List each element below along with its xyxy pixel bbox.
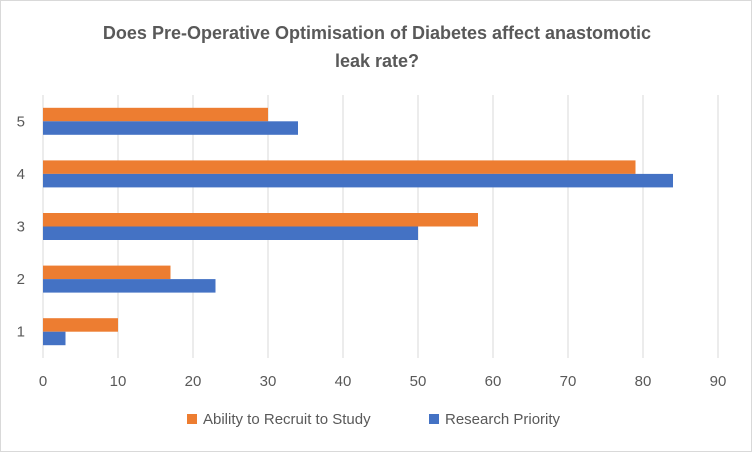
x-tick-label-40: 40 — [335, 373, 352, 390]
x-tick-label-70: 70 — [560, 373, 577, 390]
x-tick-label-30: 30 — [260, 373, 277, 390]
chart-title-line-1: Does Pre-Operative Optimisation of Diabe… — [103, 23, 651, 43]
legend-label-ability-to-recruit-to-study: Ability to Recruit to Study — [203, 411, 371, 428]
bar-ability-to-recruit-cat-4 — [43, 160, 636, 174]
bar-ability-to-recruit-cat-5 — [43, 107, 268, 122]
y-tick-label-3: 3 — [17, 219, 25, 236]
x-tick-label-50: 50 — [410, 373, 427, 390]
bar-ability-to-recruit-cat-1 — [43, 318, 118, 332]
bar-research-priority-cat-4 — [43, 173, 673, 188]
y-tick-label-5: 5 — [17, 113, 25, 130]
bar-research-priority-cat-2 — [43, 279, 216, 293]
bar-research-priority-cat-3 — [43, 226, 418, 240]
x-tick-label-0: 0 — [39, 373, 47, 390]
bars — [43, 107, 673, 346]
y-tick-label-4: 4 — [17, 166, 25, 183]
y-tick-label-2: 2 — [17, 271, 25, 288]
chart-title-line-2: leak rate? — [335, 51, 419, 71]
y-tick-label-1: 1 — [17, 324, 25, 341]
bar-research-priority-cat-1 — [43, 331, 66, 346]
chart-title: Does Pre-Operative Optimisation of Diabe… — [103, 23, 651, 71]
x-tick-label-60: 60 — [485, 373, 502, 390]
x-axis-tick-labels: 0 10 20 30 40 50 60 70 80 90 — [39, 373, 727, 390]
bar-research-priority-cat-5 — [43, 121, 298, 135]
legend: Ability to Recruit to Study Research Prio… — [187, 411, 561, 428]
bar-ability-to-recruit-cat-3 — [43, 213, 478, 227]
x-tick-label-80: 80 — [635, 373, 652, 390]
legend-label-research-priority: Research Priority — [445, 411, 561, 428]
x-tick-label-90: 90 — [710, 373, 727, 390]
bar-ability-to-recruit-cat-2 — [43, 265, 171, 280]
x-tick-label-20: 20 — [185, 373, 202, 390]
y-axis-tick-labels: 1 2 3 4 5 — [17, 113, 25, 340]
x-tick-label-10: 10 — [110, 373, 127, 390]
legend-swatch-ability-to-recruit-to-study — [187, 414, 197, 424]
legend-swatch-research-priority — [429, 414, 439, 424]
